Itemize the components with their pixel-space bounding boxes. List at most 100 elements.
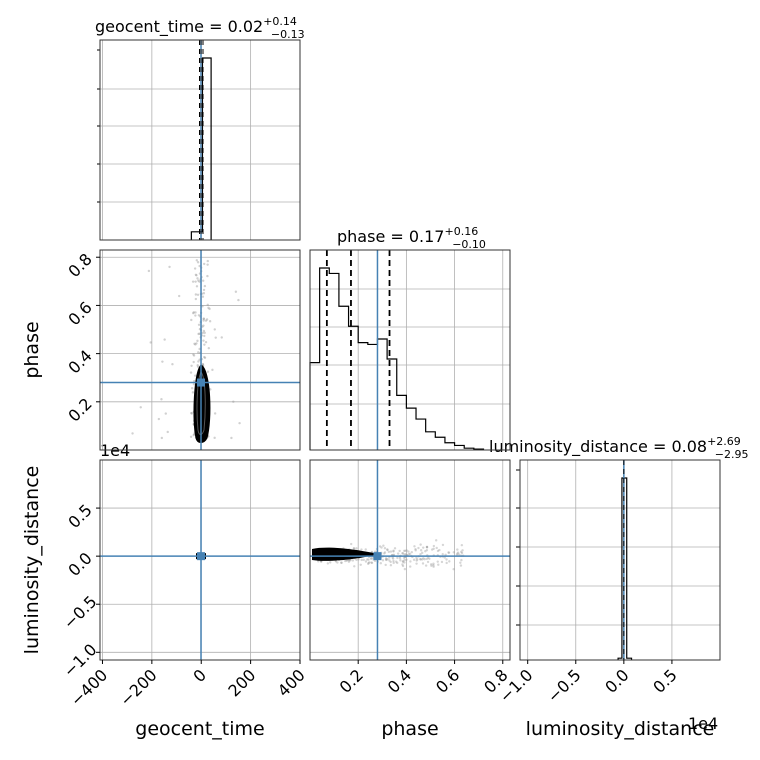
ph-ld-sample bbox=[415, 562, 418, 565]
ph-ld-sample bbox=[457, 553, 461, 556]
gt-ph-truth-marker bbox=[197, 378, 205, 387]
ph-ld-sample bbox=[404, 553, 407, 556]
ld-hist-bars bbox=[617, 477, 633, 660]
gt-ph-sample bbox=[237, 298, 240, 302]
gt-ph-sample bbox=[195, 259, 198, 262]
gt-ph-sample bbox=[206, 370, 210, 373]
ph-ld-sample bbox=[392, 549, 395, 552]
gt-ph-sample bbox=[195, 274, 198, 277]
ph-ld-sample bbox=[421, 562, 425, 565]
y-axis-label-phase: phase bbox=[21, 321, 43, 378]
gt-ph-sample bbox=[197, 314, 201, 317]
gt-ph-sample bbox=[201, 305, 204, 308]
gt-ph-sample bbox=[207, 346, 211, 350]
ph-ld-sample bbox=[445, 561, 448, 565]
ph-ld-sample bbox=[419, 552, 422, 556]
gt-ph-sample bbox=[193, 342, 196, 346]
ph-ld-sample bbox=[445, 558, 448, 561]
ph-ld-sample bbox=[326, 562, 330, 565]
ph-ld-sample bbox=[373, 559, 377, 563]
ph-ld-sample bbox=[381, 559, 385, 562]
ph-ld-sample bbox=[401, 563, 404, 566]
ph-ld-sample bbox=[414, 549, 417, 552]
gt-ph-sample bbox=[197, 360, 200, 363]
ph-ld-sample bbox=[401, 560, 405, 563]
ph-ld-sample bbox=[352, 547, 356, 550]
ph-ld-sample bbox=[441, 552, 444, 556]
gt-ph-sample bbox=[157, 417, 161, 421]
gt-ph-sample bbox=[196, 277, 199, 280]
x-tick-label-geocent-time: 0 bbox=[189, 665, 210, 686]
ph-ld-sample bbox=[430, 564, 433, 567]
ph-ld-sample bbox=[421, 558, 424, 561]
ph-ld-sample bbox=[436, 560, 439, 563]
x-tick-label-luminosity-distance: 0.0 bbox=[601, 665, 632, 696]
ph-ld-sample bbox=[345, 559, 348, 562]
ph-ld-sample bbox=[403, 561, 406, 564]
gt-ph-sample bbox=[192, 311, 195, 315]
ph-ld-sample bbox=[385, 558, 388, 562]
ph-ld-sample bbox=[419, 549, 423, 552]
ph-ld-sample bbox=[419, 557, 422, 561]
ph-ld-sample bbox=[392, 559, 395, 563]
gt-ph-sample bbox=[230, 436, 233, 440]
ph-ld-sample bbox=[384, 563, 387, 567]
gt-ph-sample bbox=[213, 328, 216, 331]
x-tick-label-geocent-time: −200 bbox=[116, 665, 161, 710]
gt-ph-sample bbox=[160, 398, 163, 401]
gt-ph-sample bbox=[193, 379, 196, 383]
y-tick-label-phase: 0.4 bbox=[64, 346, 95, 377]
ph-ld-sample bbox=[392, 561, 395, 565]
ph-ld-sample bbox=[367, 558, 370, 561]
gt-ph-sample bbox=[202, 324, 205, 327]
gt-ph-sample bbox=[149, 341, 152, 344]
gt-hist-bars bbox=[190, 57, 212, 240]
ph-ld-sample bbox=[386, 558, 389, 561]
gt-ph-sample bbox=[195, 342, 198, 345]
gt-ph-sample bbox=[194, 293, 198, 296]
ph-ld-sample bbox=[398, 549, 401, 553]
ph-ld-sample bbox=[432, 565, 435, 568]
ph-ld-sample bbox=[403, 567, 407, 571]
gt-ph-sample bbox=[192, 360, 195, 364]
ph-ld-sample bbox=[429, 563, 433, 566]
ph-ld-sample bbox=[382, 544, 385, 547]
gt-ph-sample bbox=[203, 284, 207, 288]
gt-ph-sample bbox=[208, 307, 211, 311]
ph-ld-sample bbox=[393, 547, 397, 550]
gt-ph-sample bbox=[196, 364, 199, 367]
gt-ph-sample bbox=[211, 368, 214, 372]
ph-ld-sample bbox=[447, 551, 451, 554]
gt-ph-sample bbox=[202, 319, 205, 322]
ph-ld-sample bbox=[407, 553, 410, 556]
ph-ld-sample bbox=[460, 543, 464, 547]
ph-ld-sample bbox=[347, 559, 351, 562]
ph-ld-sample bbox=[424, 550, 427, 553]
ph-ld-sample bbox=[419, 558, 422, 561]
gt-ph-sample bbox=[197, 279, 200, 282]
gt-ph-sample bbox=[147, 269, 151, 273]
ph-ld-sample bbox=[360, 548, 363, 551]
ph-ld-sample bbox=[432, 564, 435, 567]
ph-ld-sample bbox=[428, 557, 431, 561]
gt-ph-sample bbox=[194, 297, 198, 301]
gt-ph-sample bbox=[238, 421, 241, 425]
ph-ld-sample bbox=[460, 550, 463, 554]
gt-ph-sample bbox=[202, 329, 206, 333]
gt-ph-sample bbox=[197, 323, 201, 326]
ph-ld-sample bbox=[340, 561, 343, 564]
x-tick-label-phase: 0.2 bbox=[336, 665, 367, 696]
x-tick-label-phase: 0.4 bbox=[384, 665, 415, 696]
ph-ld-sample bbox=[424, 564, 428, 567]
gt-ph-sample bbox=[166, 430, 169, 434]
ph-ld-sample bbox=[401, 560, 405, 563]
gt-ph-sample bbox=[171, 363, 174, 366]
gt-hist-frame bbox=[99, 39, 301, 241]
ph-ld-sample bbox=[336, 561, 339, 564]
gt-ph-contour bbox=[193, 364, 211, 443]
ph-ld-sample bbox=[395, 560, 398, 563]
ph-ld-sample bbox=[388, 559, 391, 562]
gt-ph-sample bbox=[192, 382, 196, 386]
ph-ld-sample bbox=[425, 545, 429, 549]
